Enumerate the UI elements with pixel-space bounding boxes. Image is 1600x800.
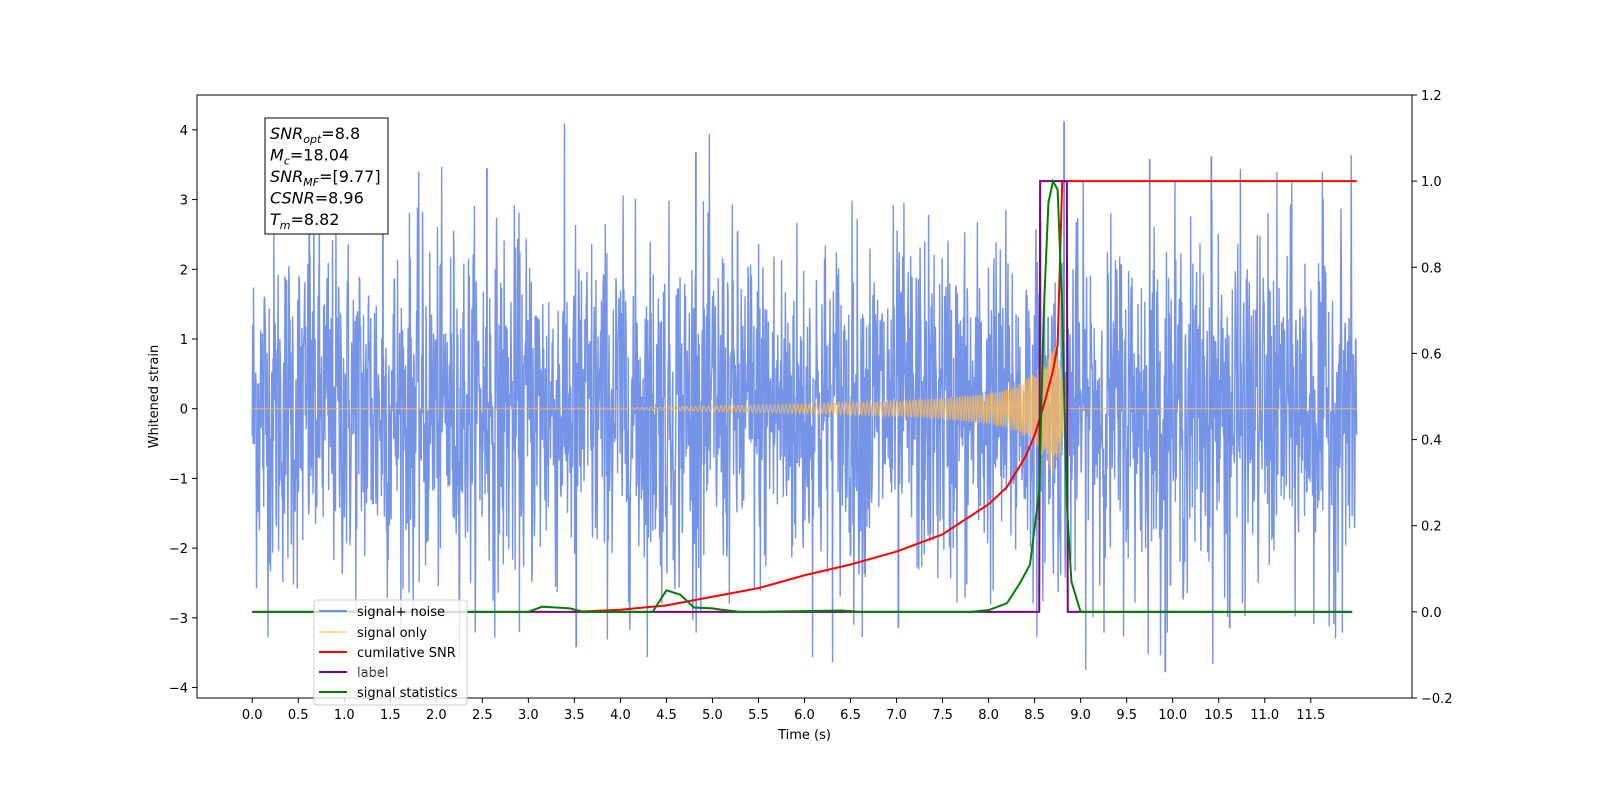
- y2-tick-label: 0.4: [1421, 434, 1442, 449]
- info-box-line: SNRMF=[9.77]: [270, 167, 381, 189]
- info-box-frame: [264, 117, 389, 235]
- legend: signal+ noise signal only cumilative SNR la…: [313, 599, 468, 706]
- legend-entry: label: [357, 666, 388, 681]
- y-tick-label: −1: [169, 472, 188, 487]
- info-box-line: Tm=8.82: [270, 210, 340, 232]
- x-tick-label: 1.0: [334, 708, 355, 723]
- x-tick-label: 8.0: [978, 708, 999, 723]
- y2-tick-label: 0.8: [1421, 261, 1442, 276]
- y-tick-label: 2: [180, 263, 188, 278]
- x-tick-label: 5.0: [702, 708, 723, 723]
- legend-entry: cumilative SNR: [357, 646, 456, 661]
- x-tick-label: 9.0: [1070, 708, 1091, 723]
- y-axis-label: Whitened strain: [147, 345, 162, 448]
- x-tick-label: 3.5: [564, 708, 585, 723]
- x-tick-label: 10.5: [1204, 708, 1233, 723]
- y-tick-label: −4: [169, 682, 188, 697]
- x-tick-label: 0.5: [288, 708, 309, 723]
- legend-entry: label only: [357, 667, 420, 682]
- x-tick-label: 0.0: [242, 708, 263, 723]
- legend-entry: signal statistics: [357, 686, 458, 701]
- x-tick-label: 2.0: [426, 708, 447, 723]
- x-tick-label: 4.5: [656, 708, 677, 723]
- x-tick-label: 1.5: [380, 708, 401, 723]
- x-tick-label: 5.5: [748, 708, 769, 723]
- y2-tick-label: 0.6: [1421, 347, 1442, 362]
- x-tick-label: 11.0: [1250, 708, 1279, 723]
- y-tick-label: −3: [169, 612, 188, 627]
- info-box-line: Mc=18.04: [270, 146, 349, 168]
- legend-entry: signal only: [357, 626, 427, 641]
- y-tick-label: 3: [180, 194, 188, 209]
- y2-tick-label: 1.2: [1421, 89, 1442, 104]
- series-signal-only: [252, 347, 1357, 475]
- x-tick-label: 3.0: [518, 708, 539, 723]
- legend-frame: [313, 599, 468, 706]
- y2-tick-label: 1.0: [1421, 175, 1442, 190]
- x-tick-label: 6.0: [794, 708, 815, 723]
- x-tick-label: 11.5: [1296, 708, 1325, 723]
- x-tick-label: 4.0: [610, 708, 631, 723]
- x-axis-label: Time (s): [777, 728, 831, 743]
- y2-tick-label: 0.2: [1421, 520, 1442, 535]
- x-tick-label: 8.5: [1024, 708, 1045, 723]
- x-tick-label: 7.0: [886, 708, 907, 723]
- info-box-line: SNRopt=8.8: [270, 124, 360, 146]
- plot-area: [251, 121, 1358, 673]
- series-cumilative-snr: [574, 180, 1357, 613]
- series-signal-statistics: [252, 178, 1353, 613]
- y-tick-label: −2: [169, 542, 188, 557]
- x-tick-label: 10.0: [1158, 708, 1187, 723]
- y2-tick-label: 0.0: [1421, 606, 1442, 621]
- series-signal-noise: [251, 121, 1358, 673]
- legend-entry: signal+ noise: [357, 605, 445, 620]
- info-box-line: CSNR=8.96: [270, 189, 364, 208]
- y-tick-label: 1: [180, 333, 188, 348]
- x-tick-label: 6.5: [840, 708, 861, 723]
- x-tick-label: 9.5: [1116, 708, 1137, 723]
- y2-tick-label: −0.2: [1421, 692, 1453, 707]
- axis-ticks: 0.0 0.5 1.0 1.5 2.0 2.5 3.0 3.5 4.0 4.5 5.0 5.5 6.0 6…: [169, 89, 1453, 723]
- y-tick-label: 4: [180, 124, 188, 139]
- y-tick-label: 0: [180, 403, 188, 418]
- x-tick-label: 7.5: [932, 708, 953, 723]
- x-tick-label: 2.5: [472, 708, 493, 723]
